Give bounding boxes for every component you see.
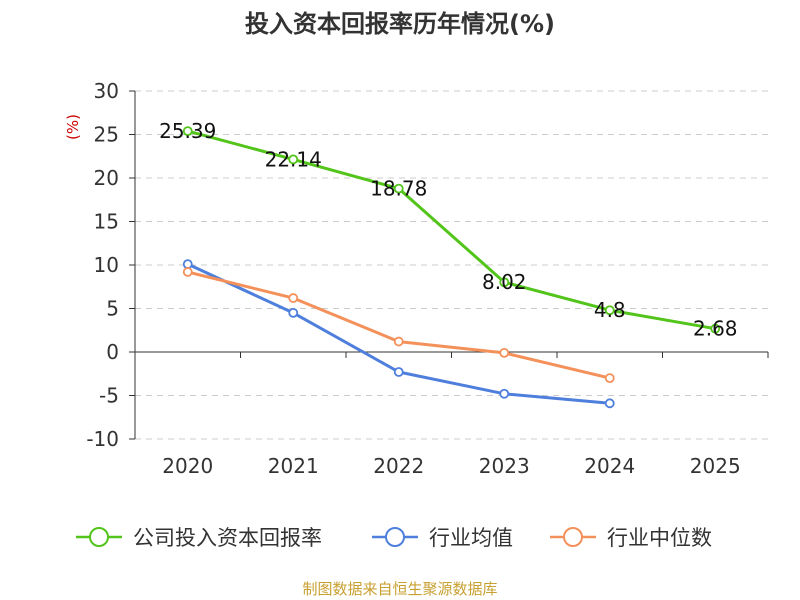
x-tick-label-2023: 2023 [479,454,530,478]
legend-swatch-marker-1 [385,527,405,547]
y-tick-label-4: 10 [94,253,119,277]
series-1-point-4 [604,398,615,409]
series-1-point-2 [393,367,404,377]
series-line-0 [187,129,716,331]
x-tick-label-2022: 2022 [373,454,424,478]
data-label-4: 4.8 [594,298,626,322]
series-0-point-5 [710,323,721,334]
y-tick-label-3: 15 [94,210,119,234]
y-tick-label-5: 5 [106,297,119,321]
series-0-point-0 [182,126,193,137]
y-axis-unit: (%) [64,114,82,140]
series-2-point-0 [182,267,193,277]
series-2-point-2 [393,336,404,347]
series-0-point-3 [499,277,510,288]
series-group [182,126,721,409]
series-1-point-3 [499,388,510,399]
y-tick-label-1: 25 [94,123,119,147]
data-label-5: 2.68 [693,317,738,341]
legend-label-0: 公司投入资本回报率 [133,526,322,550]
y-tick-label-7: -5 [99,384,119,408]
legend-label-1: 行业均值 [429,526,513,550]
legend-swatch-marker-2 [563,527,583,547]
series-1-point-0 [182,259,193,270]
series-0-point-1 [288,154,299,165]
legend-swatch-marker-0 [89,527,109,547]
source-note: 制图数据来自恒生聚源数据库 [302,580,497,598]
series-line-2 [187,270,611,380]
x-tick-label-2020: 2020 [162,454,213,478]
y-tick-label-2: 20 [94,166,119,190]
legend-item-1: 行业均值 [372,526,513,550]
legend: 公司投入资本回报率 行业均值 行业中位数 [76,526,712,550]
data-label-1: 22.14 [265,147,322,171]
data-labels: 25.39 22.14 18.78 8.02 4.8 2.68 [159,119,737,341]
x-tick-label-2025: 2025 [690,454,741,478]
legend-label-2: 行业中位数 [607,526,712,550]
x-tick-label-2021: 2021 [268,454,319,478]
legend-item-0: 公司投入资本回报率 [76,526,322,550]
y-tick-label-8: -10 [86,427,119,451]
y-axis: 30 25 20 15 10 5 0 -5 -10 [86,79,136,451]
legend-item-2: 行业中位数 [550,526,712,550]
x-axis: 2020 2021 2022 2023 2024 2025 [134,351,769,478]
data-label-3: 8.02 [482,270,527,294]
series-1-point-1 [288,307,299,318]
x-tick-label-2024: 2024 [584,454,635,478]
series-2-point-1 [288,293,299,303]
series-line-1 [187,262,610,405]
series-0-point-2 [393,183,404,194]
data-label-0: 25.39 [159,119,216,143]
series-0-point-4 [604,305,615,316]
y-tick-label-6: 0 [106,340,119,364]
series-2-point-3 [499,347,510,358]
y-tick-label-0: 30 [94,79,119,103]
data-label-2: 18.78 [370,177,427,201]
chart-title: 投入资本回报率历年情况(%) [245,10,555,38]
series-2-point-4 [604,373,615,384]
